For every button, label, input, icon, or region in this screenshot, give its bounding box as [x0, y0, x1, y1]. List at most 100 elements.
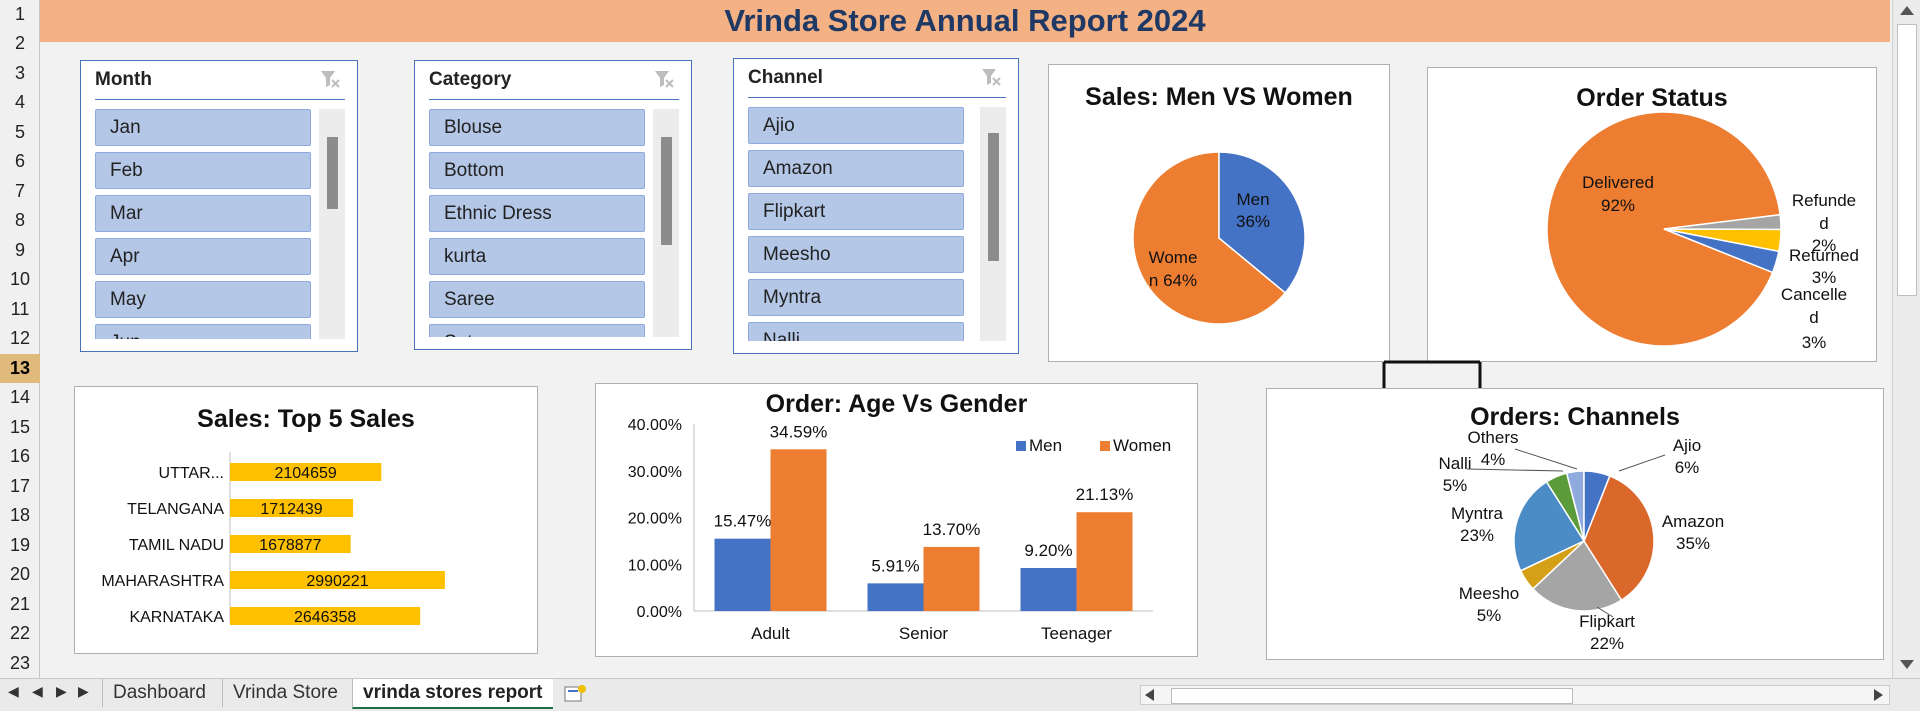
row-number[interactable]: 7	[14, 180, 25, 201]
row-number[interactable]: 4	[14, 92, 25, 113]
slicer-scrollbar[interactable]	[980, 107, 1006, 341]
clear-filter-icon[interactable]	[319, 69, 341, 89]
tab-dashboard[interactable]: Dashboard	[102, 679, 216, 707]
slicer-item[interactable]: kurta	[429, 238, 645, 275]
first-sheet-icon[interactable]: ◀	[8, 683, 19, 699]
row-number[interactable]: 17	[9, 475, 31, 496]
row-number[interactable]: 11	[10, 298, 30, 319]
last-sheet-icon[interactable]: ▶	[78, 683, 89, 699]
legend-swatch	[1100, 441, 1110, 451]
scrollbar-thumb[interactable]	[661, 137, 672, 245]
row-number[interactable]: 16	[9, 446, 31, 467]
slicer-item[interactable]: Flipkart	[748, 193, 964, 230]
row-number[interactable]: 21	[9, 593, 31, 614]
legend-label: Women	[1113, 436, 1171, 455]
slicer-item[interactable]: Bottom	[429, 152, 645, 189]
men-women-chart[interactable]: Sales: Men VS Women Men 36% Wome n 64%	[1048, 64, 1390, 362]
tab-vrinda-stores-report[interactable]: vrinda stores report	[352, 679, 553, 709]
x-tick-label: Teenager	[1041, 624, 1112, 643]
category-slicer[interactable]: Category Blouse Bottom Ethnic Dress kurta Sa…	[414, 60, 692, 350]
age-gender-chart[interactable]: Order: Age Vs Gender 0.00% 10.00% 20.00% 30…	[595, 383, 1198, 657]
leader-line	[1514, 448, 1578, 470]
slicer-item[interactable]: Feb	[95, 152, 311, 189]
bar	[230, 463, 382, 481]
month-slicer[interactable]: Month Jan Feb Mar Apr May Jun	[80, 60, 358, 352]
row-number[interactable]: 19	[9, 534, 31, 555]
bar-men	[867, 583, 924, 611]
slicer-item[interactable]: Blouse	[429, 109, 645, 146]
channel-slicer[interactable]: Channel Ajio Amazon Flipkart Meesho Myntra Na…	[733, 58, 1019, 354]
row-number[interactable]: 9	[14, 239, 25, 260]
bar-men	[1020, 567, 1077, 611]
slicer-item[interactable]: Mar	[95, 195, 311, 232]
scrollbar-thumb[interactable]	[988, 133, 999, 261]
row-number[interactable]: 5	[14, 121, 25, 142]
row-number[interactable]: 10	[9, 269, 31, 290]
scroll-up-icon[interactable]	[1900, 6, 1914, 15]
row-number[interactable]: 20	[9, 564, 31, 585]
slicer-items: Jan Feb Mar Apr May Jun	[95, 109, 311, 339]
row-number[interactable]: 3	[14, 62, 25, 83]
refunded-label-2: d	[1819, 214, 1828, 233]
slicer-scrollbar[interactable]	[653, 109, 679, 337]
data-label: 1712439	[260, 501, 322, 518]
row-header-column: 1 2 3 4 5 6 7 8 9 10 11 12 13 14 15 16 17 18 19 20 21 22 23	[0, 0, 40, 678]
prev-sheet-icon[interactable]: ◀	[32, 683, 43, 699]
row-number[interactable]: 23	[9, 652, 31, 673]
data-label: 15.47%	[714, 512, 772, 531]
slice-pct-label: 5%	[1443, 476, 1468, 495]
scrollbar-thumb[interactable]	[327, 137, 338, 209]
tab-vrinda-store[interactable]: Vrinda Store	[222, 679, 348, 707]
next-sheet-icon[interactable]: ▶	[56, 683, 67, 699]
clear-filter-icon[interactable]	[653, 69, 675, 89]
pie-slice-women	[1132, 151, 1287, 325]
horizontal-scrollbar[interactable]	[1140, 685, 1890, 705]
slicer-item[interactable]: May	[95, 281, 311, 318]
scroll-down-icon[interactable]	[1900, 660, 1914, 669]
legend-label: Men	[1029, 436, 1062, 455]
row-number[interactable]: 8	[14, 210, 25, 231]
slicer-item[interactable]: Ajio	[748, 107, 964, 144]
slicer-item[interactable]: Saree	[429, 281, 645, 318]
vertical-scrollbar[interactable]	[1892, 0, 1920, 678]
slicer-item[interactable]: Jun	[95, 324, 311, 339]
row-number[interactable]: 13	[0, 353, 40, 384]
clear-filter-icon[interactable]	[980, 67, 1002, 87]
sheet-tab-bar: ◀ ◀ ▶ ▶ Dashboard Vrinda Store vrinda st…	[0, 678, 1920, 711]
slicer-item[interactable]: Amazon	[748, 150, 964, 187]
slicer-item[interactable]: Nalli	[748, 322, 964, 341]
chart-title: Orders: Channels	[1470, 403, 1680, 431]
row-number[interactable]: 15	[9, 416, 31, 437]
scrollbar-thumb[interactable]	[1897, 24, 1917, 296]
top5-sales-chart[interactable]: Sales: Top 5 Sales UTTAR... 2104659 TELANG…	[74, 386, 538, 654]
slicer-item[interactable]: Meesho	[748, 236, 964, 273]
scroll-right-icon[interactable]	[1874, 689, 1883, 701]
order-status-chart[interactable]: Order Status Delivered 92% Refunde d 2% …	[1427, 67, 1877, 362]
row-number[interactable]: 2	[14, 33, 25, 54]
slicer-item[interactable]: Apr	[95, 238, 311, 275]
chart-title: Sales: Top 5 Sales	[197, 405, 415, 433]
row-number[interactable]: 1	[14, 4, 25, 24]
bar	[230, 499, 354, 517]
row-number[interactable]: 18	[9, 505, 31, 526]
delivered-pct-label: 92%	[1601, 196, 1635, 215]
refunded-label: Refunde	[1792, 191, 1856, 210]
x-tick-label: Senior	[899, 624, 948, 643]
category-label: TELANGANA	[127, 501, 224, 518]
row-number[interactable]: 6	[14, 151, 25, 172]
slicer-scrollbar[interactable]	[319, 109, 345, 339]
channels-chart[interactable]: Orders: Channels Ajio 6% Amazon 35% Flipkart…	[1266, 388, 1884, 660]
scrollbar-thumb[interactable]	[1171, 688, 1573, 704]
slice-name-label: Ajio	[1673, 436, 1701, 455]
chart-title: Sales: Men VS Women	[1085, 83, 1353, 111]
slicer-item[interactable]: Jan	[95, 109, 311, 146]
new-sheet-icon[interactable]	[562, 683, 588, 705]
slicer-item[interactable]: Myntra	[748, 279, 964, 316]
row-number[interactable]: 12	[9, 328, 31, 349]
slicer-item[interactable]: Set	[429, 324, 645, 337]
row-number[interactable]: 22	[9, 623, 31, 644]
scroll-left-icon[interactable]	[1145, 689, 1154, 701]
leader-line	[1466, 468, 1564, 472]
row-number[interactable]: 14	[9, 387, 31, 408]
slicer-item[interactable]: Ethnic Dress	[429, 195, 645, 232]
